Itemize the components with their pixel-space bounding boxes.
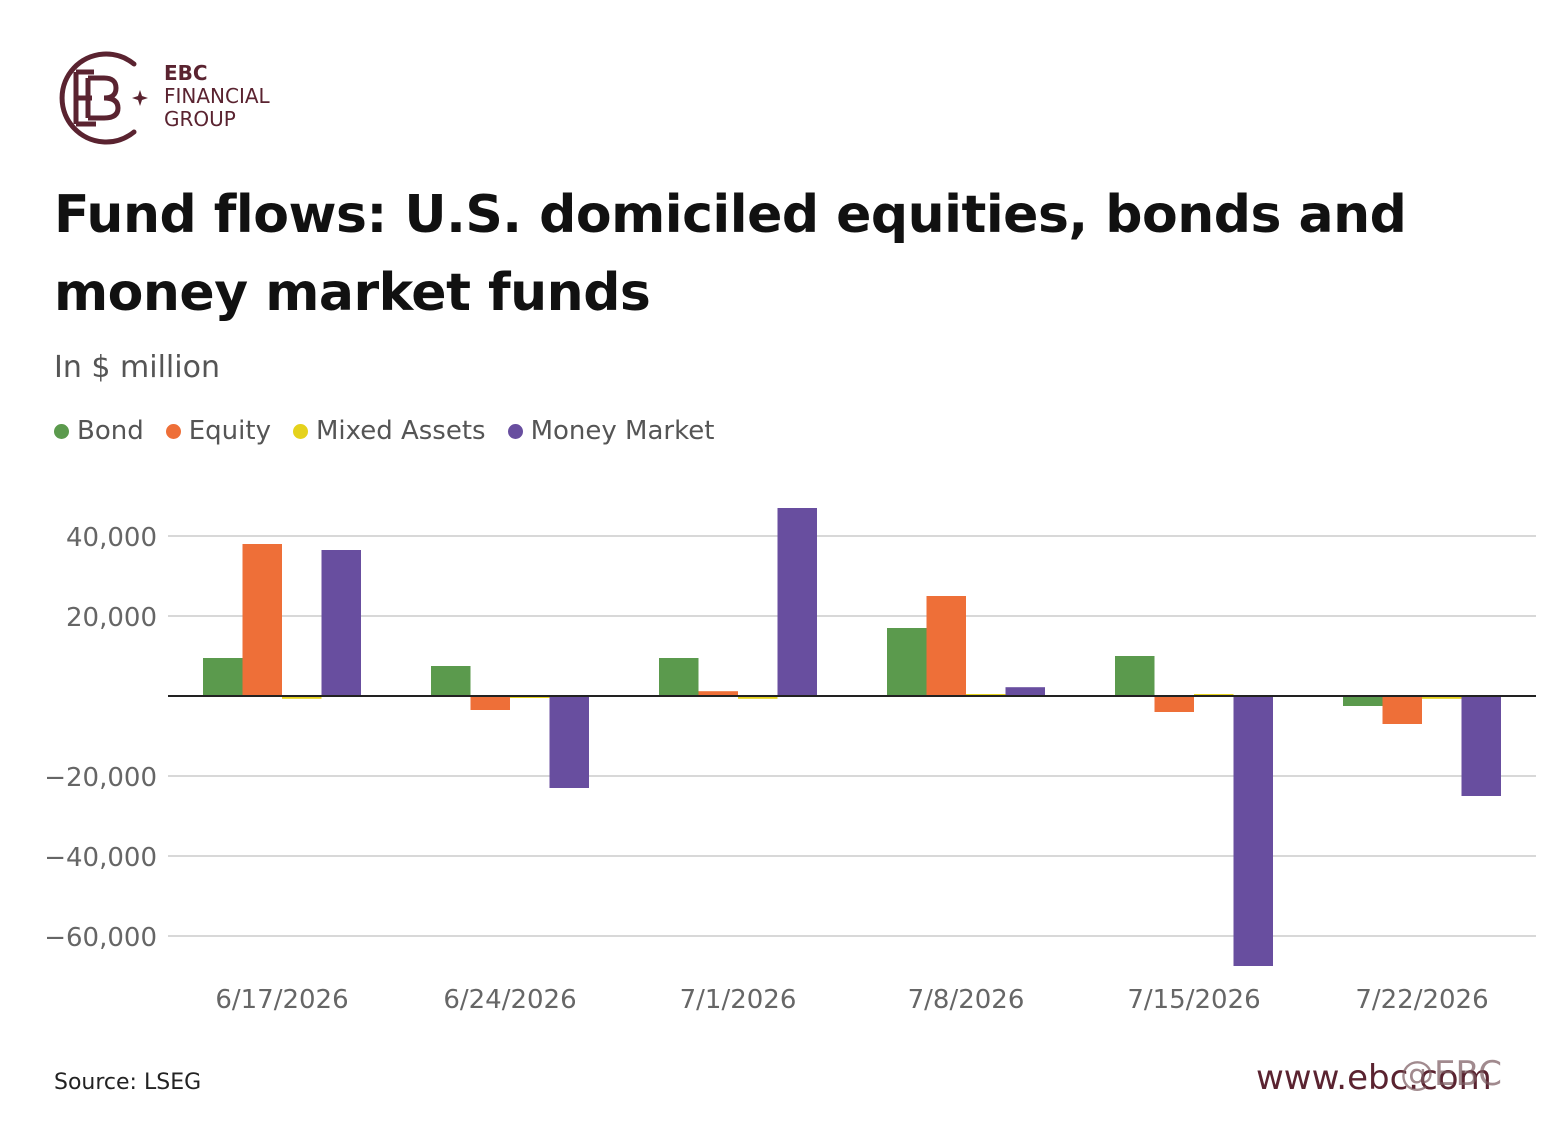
legend-label: Bond [77, 416, 144, 446]
label-layer: 40,000 20,000 −20,000 −40,000 −60,000 6/17/20… [44, 523, 1488, 1015]
x-tick-label: 7/22/2026 [1355, 985, 1488, 1015]
bar-money-market-7-1-2026 [777, 508, 817, 696]
chart-subtitle: In $ million [54, 350, 220, 385]
bar-bond-6-24-2026 [431, 666, 471, 696]
legend-label: Mixed Assets [315, 416, 486, 446]
x-tick-label: 6/24/2026 [443, 985, 576, 1015]
bar-mixed-assets-7-1-2026 [738, 696, 778, 699]
legend-item-equity: Equity [165, 416, 271, 446]
y-tick-label: −40,000 [44, 843, 157, 873]
bar-bond-7-1-2026 [659, 658, 699, 696]
legend-swatch-equity [165, 423, 181, 439]
x-tick-label: 6/17/2026 [215, 985, 348, 1015]
legend-swatch-mixed-assets [292, 423, 308, 439]
bar-equity-7-8-2026 [926, 596, 966, 696]
legend-label: Equity [188, 416, 271, 446]
bar-equity-7-1-2026 [698, 691, 738, 696]
chart-title: Fund flows: U.S. domiciled equities, bon… [54, 185, 1407, 323]
y-tick-label: −20,000 [44, 763, 157, 793]
bar-bond-7-15-2026 [1115, 656, 1155, 696]
chart-legend: Bond Equity Mixed Assets Money Market [54, 416, 736, 446]
legend-item-mixed-assets: Mixed Assets [292, 416, 486, 446]
bar-money-market-7-8-2026 [1005, 687, 1045, 696]
legend-swatch-money-market [507, 423, 523, 439]
y-tick-label: 20,000 [66, 603, 157, 633]
legend-swatch-bond [54, 423, 69, 439]
x-tick-label: 7/15/2026 [1127, 985, 1260, 1015]
bar-mixed-assets-6-17-2026 [282, 696, 322, 699]
x-tick-label: 7/8/2026 [908, 985, 1025, 1015]
legend-item-money-market: Money Market [507, 416, 715, 446]
watermark: @EBC [1400, 1054, 1502, 1094]
bar-equity-7-22-2026 [1382, 696, 1422, 724]
logo-line-1: EBC [164, 61, 208, 85]
legend-item-bond: Bond [54, 416, 144, 446]
bar-layer [203, 508, 1501, 966]
bar-mixed-assets-7-22-2026 [1422, 696, 1462, 699]
source-note: Source: LSEG [54, 1070, 202, 1095]
y-tick-label: 40,000 [66, 523, 157, 553]
logo-wordmark: EBC FINANCIAL GROUP [164, 62, 270, 131]
bar-bond-7-22-2026 [1343, 696, 1383, 706]
legend-label: Money Market [530, 416, 715, 446]
bar-money-market-7-22-2026 [1461, 696, 1501, 796]
bar-bond-7-8-2026 [887, 628, 927, 696]
ebc-logo-icon [59, 51, 148, 145]
logo-line-2: FINANCIAL [164, 84, 270, 108]
logo-line-3: GROUP [164, 107, 236, 131]
bar-equity-6-24-2026 [470, 696, 510, 710]
bar-money-market-6-17-2026 [321, 550, 361, 696]
bar-bond-6-17-2026 [203, 658, 243, 696]
y-tick-label: −60,000 [44, 923, 157, 953]
bar-equity-6-17-2026 [242, 544, 282, 696]
bar-equity-7-15-2026 [1154, 696, 1194, 712]
bar-chart: 40,000 20,000 −20,000 −40,000 −60,000 6/17/20… [44, 508, 1536, 1015]
website-link[interactable]: www.ebc.com [1256, 1058, 1492, 1098]
grid-layer [168, 535, 1536, 937]
bar-money-market-6-24-2026 [549, 696, 589, 788]
x-tick-label: 7/1/2026 [680, 985, 797, 1015]
bar-money-market-7-15-2026 [1233, 696, 1273, 966]
